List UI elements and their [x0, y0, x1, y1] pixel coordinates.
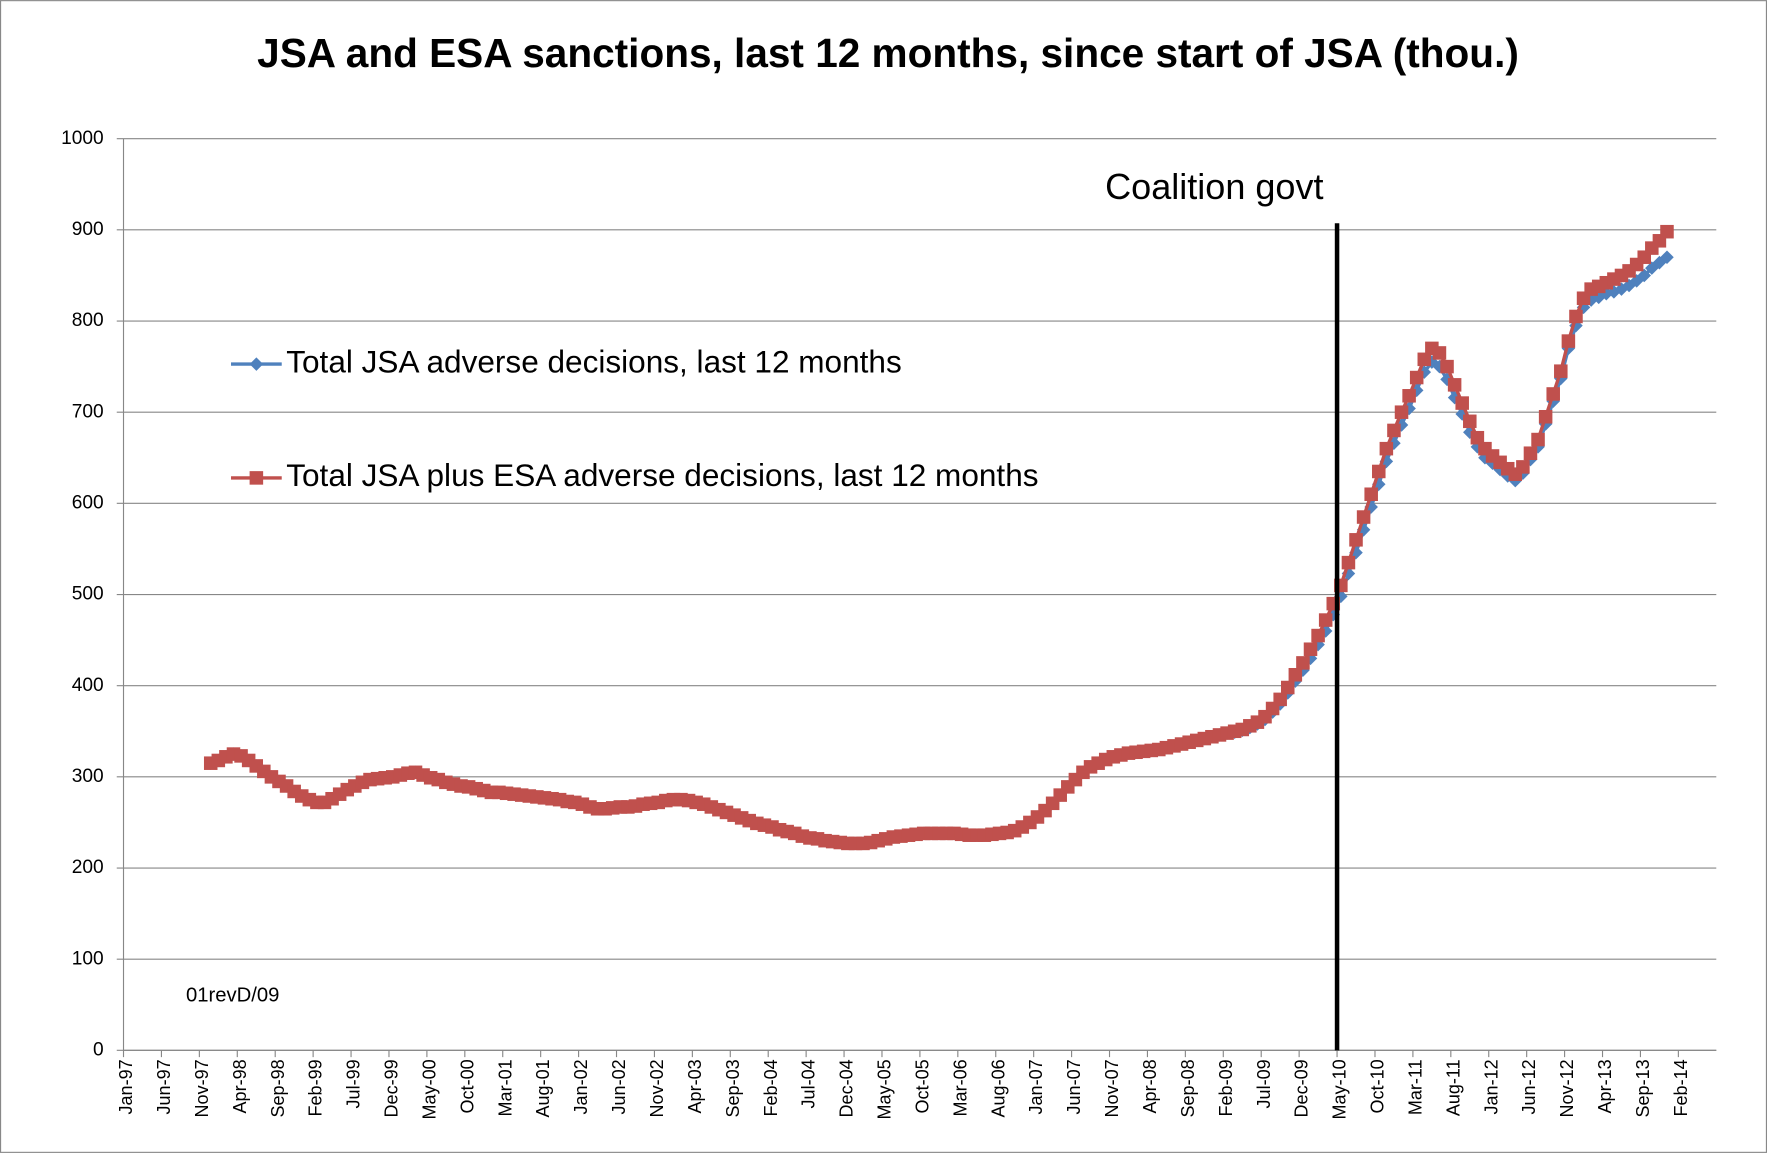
x-tick-label: Dec-99: [382, 1059, 402, 1117]
y-tick-label: 200: [72, 857, 104, 878]
legend-marker: [249, 357, 264, 371]
data-point: [1296, 656, 1310, 670]
y-tick-label: 500: [72, 584, 104, 605]
data-point: [1538, 409, 1553, 424]
data-point: [1516, 460, 1530, 474]
data-point: [1561, 334, 1576, 348]
data-point: [1531, 432, 1545, 447]
data-point: [1387, 423, 1401, 438]
data-point: [1440, 359, 1454, 374]
x-tick-label: May-05: [875, 1059, 895, 1119]
data-point: [1349, 533, 1363, 547]
y-tick-label: 700: [72, 401, 104, 422]
legend-label: Total JSA plus ESA adverse decisions, la…: [286, 457, 1038, 493]
x-tick-label: Nov-02: [647, 1059, 667, 1117]
x-tick-label: Jan-07: [1026, 1059, 1046, 1114]
x-tick-label: Nov-97: [192, 1059, 212, 1117]
data-point: [1447, 378, 1462, 392]
data-point: [1364, 487, 1378, 502]
data-point: [1660, 250, 1674, 264]
x-tick-label: Dec-04: [837, 1059, 857, 1117]
annotation-text: Coalition govt: [1105, 166, 1323, 207]
data-point: [1372, 464, 1386, 479]
legend-marker: [249, 471, 264, 485]
x-tick-label: Jun-02: [609, 1059, 629, 1114]
x-tick-label: Sep-98: [268, 1059, 288, 1117]
data-point: [1402, 389, 1416, 403]
data-point: [1463, 414, 1477, 429]
x-tick-label: Mar-01: [495, 1059, 515, 1116]
x-tick-label: Oct-05: [912, 1059, 932, 1113]
x-tick-label: Jan-97: [116, 1059, 136, 1114]
data-point: [1318, 613, 1333, 627]
note: 01revD/09: [186, 985, 280, 1007]
data-point: [1356, 510, 1371, 524]
x-tick-label: Apr-98: [230, 1059, 250, 1113]
data-point: [1455, 396, 1469, 410]
x-tick-label: Jun-97: [154, 1059, 174, 1114]
data-point: [1303, 642, 1318, 656]
data-point: [1546, 387, 1560, 401]
y-tick-label: 300: [72, 766, 104, 787]
x-tick-label: Apr-08: [1140, 1059, 1160, 1113]
x-tick-label: Feb-14: [1671, 1059, 1691, 1116]
x-tick-label: Jun-12: [1519, 1059, 1539, 1114]
data-point: [1554, 364, 1568, 378]
x-tick-label: Nov-07: [1102, 1059, 1122, 1117]
x-tick-label: Nov-12: [1557, 1059, 1577, 1117]
data-point: [1288, 667, 1303, 682]
data-point: [1660, 224, 1674, 239]
data-point: [1432, 346, 1447, 360]
x-tick-label: Sep-08: [1178, 1059, 1198, 1117]
x-tick-label: Jul-99: [344, 1059, 364, 1108]
x-tick-label: Aug-06: [988, 1059, 1008, 1117]
x-tick-label: Feb-99: [306, 1059, 326, 1116]
legend-label: Total JSA adverse decisions, last 12 mon…: [286, 343, 901, 379]
x-tick-label: Oct-00: [457, 1059, 477, 1113]
y-tick-label: 1000: [61, 128, 104, 149]
data-point: [1311, 628, 1325, 643]
data-point: [1523, 446, 1538, 460]
x-tick-label: May-10: [1330, 1059, 1350, 1119]
data-point: [1394, 405, 1409, 419]
x-tick-label: Mar-11: [1405, 1059, 1425, 1115]
x-tick-label: Jul-09: [1254, 1059, 1274, 1108]
y-tick-label: 600: [72, 492, 104, 513]
x-tick-label: Feb-04: [761, 1059, 781, 1116]
data-point: [1341, 555, 1356, 570]
x-tick-label: May-00: [419, 1059, 439, 1119]
x-tick-label: Jan-12: [1481, 1059, 1501, 1114]
x-tick-label: Oct-10: [1368, 1059, 1388, 1113]
y-tick-label: 0: [93, 1039, 104, 1060]
chart-title: JSA and ESA sanctions, last 12 months, s…: [257, 30, 1519, 76]
x-tick-label: Mar-06: [950, 1059, 970, 1116]
data-point: [1273, 692, 1287, 707]
x-tick-label: Sep-03: [723, 1059, 743, 1117]
x-tick-label: Sep-13: [1633, 1059, 1653, 1117]
x-tick-label: Aug-01: [533, 1059, 553, 1117]
data-point: [1409, 370, 1424, 385]
data-point: [1470, 430, 1485, 445]
x-tick-label: Apr-13: [1595, 1059, 1615, 1113]
data-point: [1569, 309, 1583, 324]
y-tick-label: 100: [72, 948, 104, 969]
x-tick-label: Apr-03: [685, 1059, 705, 1113]
x-tick-label: Jan-02: [571, 1059, 591, 1114]
data-point: [1417, 352, 1432, 367]
x-tick-label: Jun-07: [1064, 1059, 1084, 1114]
y-tick-label: 400: [72, 675, 104, 696]
x-tick-label: Aug-11: [1443, 1059, 1463, 1116]
data-point: [1379, 441, 1394, 456]
data-point: [1280, 680, 1295, 695]
x-tick-label: Jul-04: [799, 1059, 819, 1108]
y-tick-label: 900: [72, 219, 104, 240]
x-tick-label: Feb-09: [1216, 1059, 1236, 1116]
data-point: [1637, 268, 1651, 283]
y-tick-label: 800: [72, 310, 104, 331]
x-tick-label: Dec-09: [1292, 1059, 1312, 1117]
